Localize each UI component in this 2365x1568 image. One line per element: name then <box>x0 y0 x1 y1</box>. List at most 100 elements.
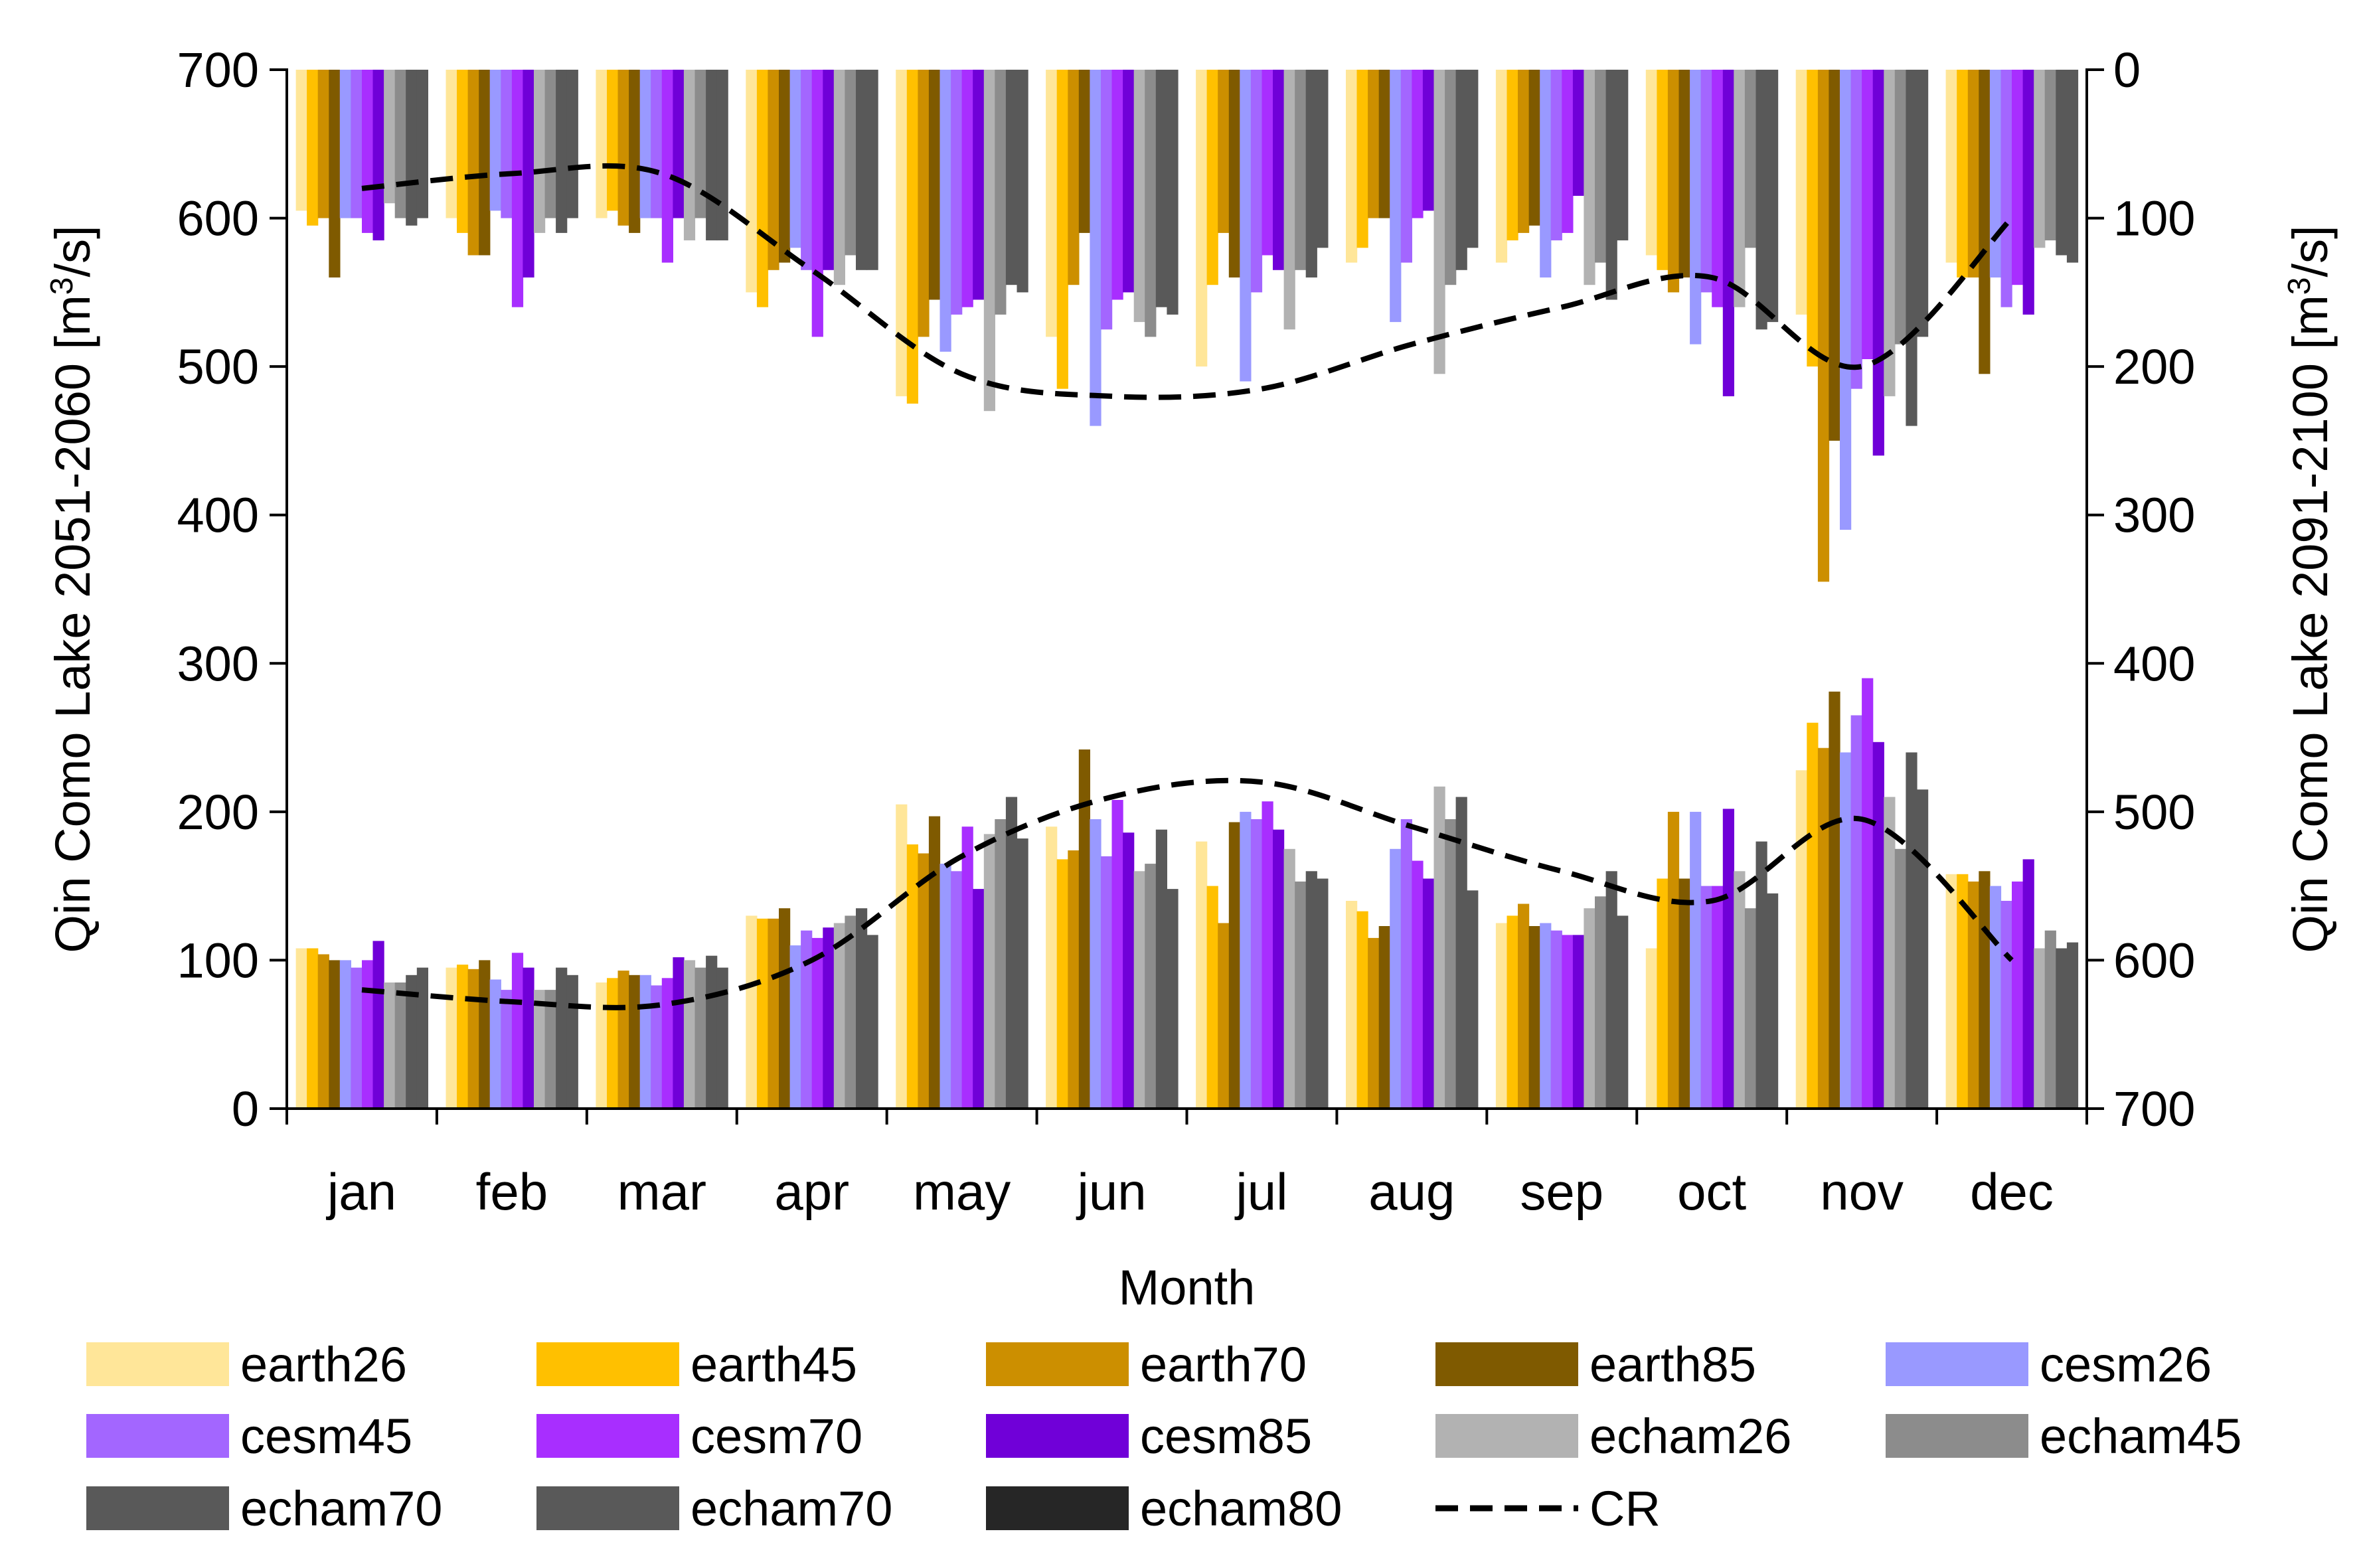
bar-left-earth70-sep <box>1518 903 1530 1109</box>
bar-right-echam45-feb <box>544 70 556 218</box>
bar-left-echam70-feb <box>566 975 578 1109</box>
bar-left-echam45-jan <box>394 982 406 1109</box>
bar-right-cesm85-aug <box>1422 70 1435 211</box>
bar-right-echam70-mar <box>716 70 728 241</box>
bar-right-echam26-feb <box>534 70 546 233</box>
bar-right-earth26-apr <box>746 70 758 293</box>
bar-left-echam45-jun <box>1145 864 1157 1109</box>
bar-right-earth70-oct <box>1667 70 1680 293</box>
bar-right-earth85-may <box>928 70 941 300</box>
bar-left-earth26-jun <box>1046 826 1058 1109</box>
y-tick-label-left: 300 <box>177 636 259 691</box>
legend-label-echam26: echam26 <box>1590 1409 1791 1464</box>
legend-label-echam80: echam80 <box>1140 1481 1342 1536</box>
legend-label-earth85: earth85 <box>1590 1337 1756 1392</box>
bar-left-cesm85-jun <box>1123 832 1135 1109</box>
bar-right-earth85-nov <box>1829 70 1840 441</box>
month-label-apr: apr <box>774 1162 849 1221</box>
bar-right-earth85-aug <box>1378 70 1390 218</box>
bar-right-echam26-aug <box>1433 70 1445 374</box>
bar-left-earth70-apr <box>768 918 779 1109</box>
legend-label-echam45: echam45 <box>2040 1409 2242 1464</box>
y-tick-label-right: 400 <box>2113 636 2195 691</box>
bar-left-earth45-apr <box>756 918 769 1109</box>
bar-left-cesm26-jan <box>339 960 351 1109</box>
bar-right-cesm45-aug <box>1400 70 1412 263</box>
bar-left-earth85-aug <box>1378 926 1390 1109</box>
y-tick-label-right: 200 <box>2113 339 2195 394</box>
bar-right-earth26-jun <box>1046 70 1058 337</box>
bar-right-earth85-apr <box>779 70 791 263</box>
y-tick-label-right: 700 <box>2113 1081 2195 1137</box>
bar-left-cesm85-may <box>973 889 985 1109</box>
bar-right-cesm45-dec <box>2000 70 2012 307</box>
legend-label-cesm45: cesm45 <box>240 1409 412 1464</box>
bar-left-cesm85-apr <box>823 927 835 1109</box>
bar-left-cesm26-sep <box>1540 923 1552 1109</box>
bar-left-cesm26-feb <box>489 979 501 1109</box>
bar-right-earth70-aug <box>1368 70 1380 218</box>
legend-swatch-echam26 <box>1435 1414 1578 1458</box>
bar-left-cesm85-mar <box>673 957 685 1109</box>
bar-left-earth85-sep <box>1528 926 1540 1109</box>
bar-left-cesm45-nov <box>1850 715 1862 1109</box>
bar-left-earth45-sep <box>1507 915 1518 1109</box>
bar-left-cesm26-jun <box>1090 819 1101 1109</box>
bar-right-cesm26-aug <box>1390 70 1402 323</box>
bar-left-earth70-may <box>918 853 930 1109</box>
bar-left-earth85-jun <box>1078 749 1090 1109</box>
bar-right-echam70-sep <box>1605 70 1617 300</box>
bar-right-earth26-nov <box>1795 70 1807 315</box>
bar-right-earth45-may <box>906 70 918 404</box>
bar-left-earth70-oct <box>1667 811 1680 1109</box>
bar-right-echam70-may <box>1005 70 1018 285</box>
bar-left-echam70-sep <box>1605 871 1617 1109</box>
bar-right-earth70-mar <box>617 70 629 226</box>
bar-right-earth26-mar <box>596 70 608 218</box>
bar-left-earth45-jun <box>1056 859 1068 1109</box>
bar-left-earth85-may <box>928 816 941 1109</box>
bar-left-earth26-may <box>896 804 908 1109</box>
bar-right-echam26-sep <box>1584 70 1595 285</box>
month-label-mar: mar <box>617 1162 706 1221</box>
bar-right-echam70-jan <box>416 70 428 218</box>
bar-right-echam26-jun <box>1133 70 1145 323</box>
legend-swatch-echam80 <box>986 1486 1129 1530</box>
bar-left-cesm70-oct <box>1712 886 1724 1109</box>
bar-left-earth45-dec <box>1957 874 1969 1109</box>
y-tick-label-left: 500 <box>177 339 259 394</box>
legend-swatch-cesm85 <box>986 1414 1129 1458</box>
bar-right-earth45-oct <box>1657 70 1669 270</box>
bar-left-cesm70-nov <box>1862 678 1874 1109</box>
y-tick-label-left: 200 <box>177 785 259 840</box>
bar-right-cesm26-mar <box>639 70 651 218</box>
bar-right-cesm70-dec <box>2012 70 2024 285</box>
bar-right-earth70-feb <box>467 70 479 256</box>
bar-right-echam70-aug <box>1455 70 1467 270</box>
legend-label-echam70: echam70 <box>691 1481 892 1536</box>
bar-right-cesm45-jul <box>1250 70 1263 293</box>
legend: earth26 earth45 earth70 earth85 cesm26 cesm45… <box>86 1337 2242 1536</box>
legend-swatch-cesm45 <box>86 1414 229 1458</box>
bar-right-earth85-jun <box>1078 70 1090 233</box>
bar-left-echam70-jul <box>1317 878 1329 1109</box>
legend-label-cesm85: cesm85 <box>1140 1409 1312 1464</box>
bar-left-cesm85-oct <box>1722 809 1734 1109</box>
bar-right-cesm45-jun <box>1101 70 1113 330</box>
bar-right-cesm26-apr <box>789 70 801 248</box>
bar-left-earth70-jun <box>1068 850 1080 1109</box>
cr-line-left <box>361 777 2014 1010</box>
bar-left-echam70-dec <box>2056 948 2068 1109</box>
bar-right-earth26-dec <box>1945 70 1957 263</box>
bar-left-echam70-may <box>1005 797 1018 1109</box>
bar-right-cesm70-jun <box>1111 70 1123 300</box>
month-label-feb: feb <box>476 1162 548 1221</box>
bar-right-earth45-aug <box>1356 70 1368 248</box>
bar-left-cesm85-sep <box>1572 935 1585 1109</box>
bar-left-earth85-jul <box>1228 822 1240 1109</box>
bar-right-echam45-nov <box>1894 70 1906 345</box>
bar-right-earth85-feb <box>479 70 491 256</box>
bar-right-earth45-jul <box>1206 70 1218 285</box>
bar-left-echam70-may <box>1017 838 1028 1109</box>
bar-right-cesm85-nov <box>1872 70 1884 456</box>
